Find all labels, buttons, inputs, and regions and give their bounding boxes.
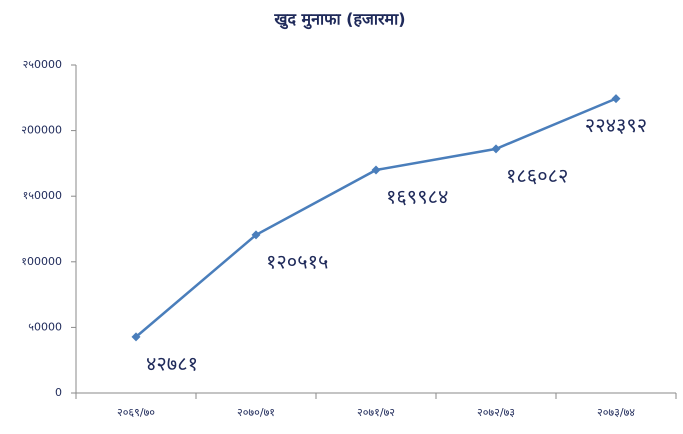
x-tick-label: २०६९/७०: [117, 406, 155, 419]
line: [135, 97, 617, 338]
data-label: १८६०८२: [506, 163, 568, 187]
x-tick-label: २०७०/७१: [237, 406, 275, 419]
chart-title: खुद मुनाफा (हजारमा): [273, 10, 405, 30]
y-tick-label: 0: [55, 386, 62, 399]
x-tick-label: २०७२/७३: [477, 406, 515, 419]
marker: [611, 94, 621, 104]
data-label: १२०५१५: [266, 249, 328, 273]
marker: [131, 332, 141, 342]
y-tick-label: १५0000: [23, 189, 62, 202]
data-label: २२४३९२: [585, 113, 647, 137]
marker: [491, 144, 501, 154]
marker: [251, 230, 261, 240]
y-tick-label: २५0000: [23, 58, 62, 71]
data-label: १६९९८४: [386, 184, 448, 208]
y-tick-label: १00000: [21, 255, 62, 268]
x-tick-label: २०७१/७२: [357, 406, 395, 419]
x-tick-label: २०७३/७४: [597, 406, 635, 419]
y-tick-label: २00000: [21, 124, 62, 137]
marker: [371, 165, 381, 175]
data-label: ४२७८१: [146, 351, 198, 375]
y-tick-label: ५0000: [28, 320, 62, 333]
